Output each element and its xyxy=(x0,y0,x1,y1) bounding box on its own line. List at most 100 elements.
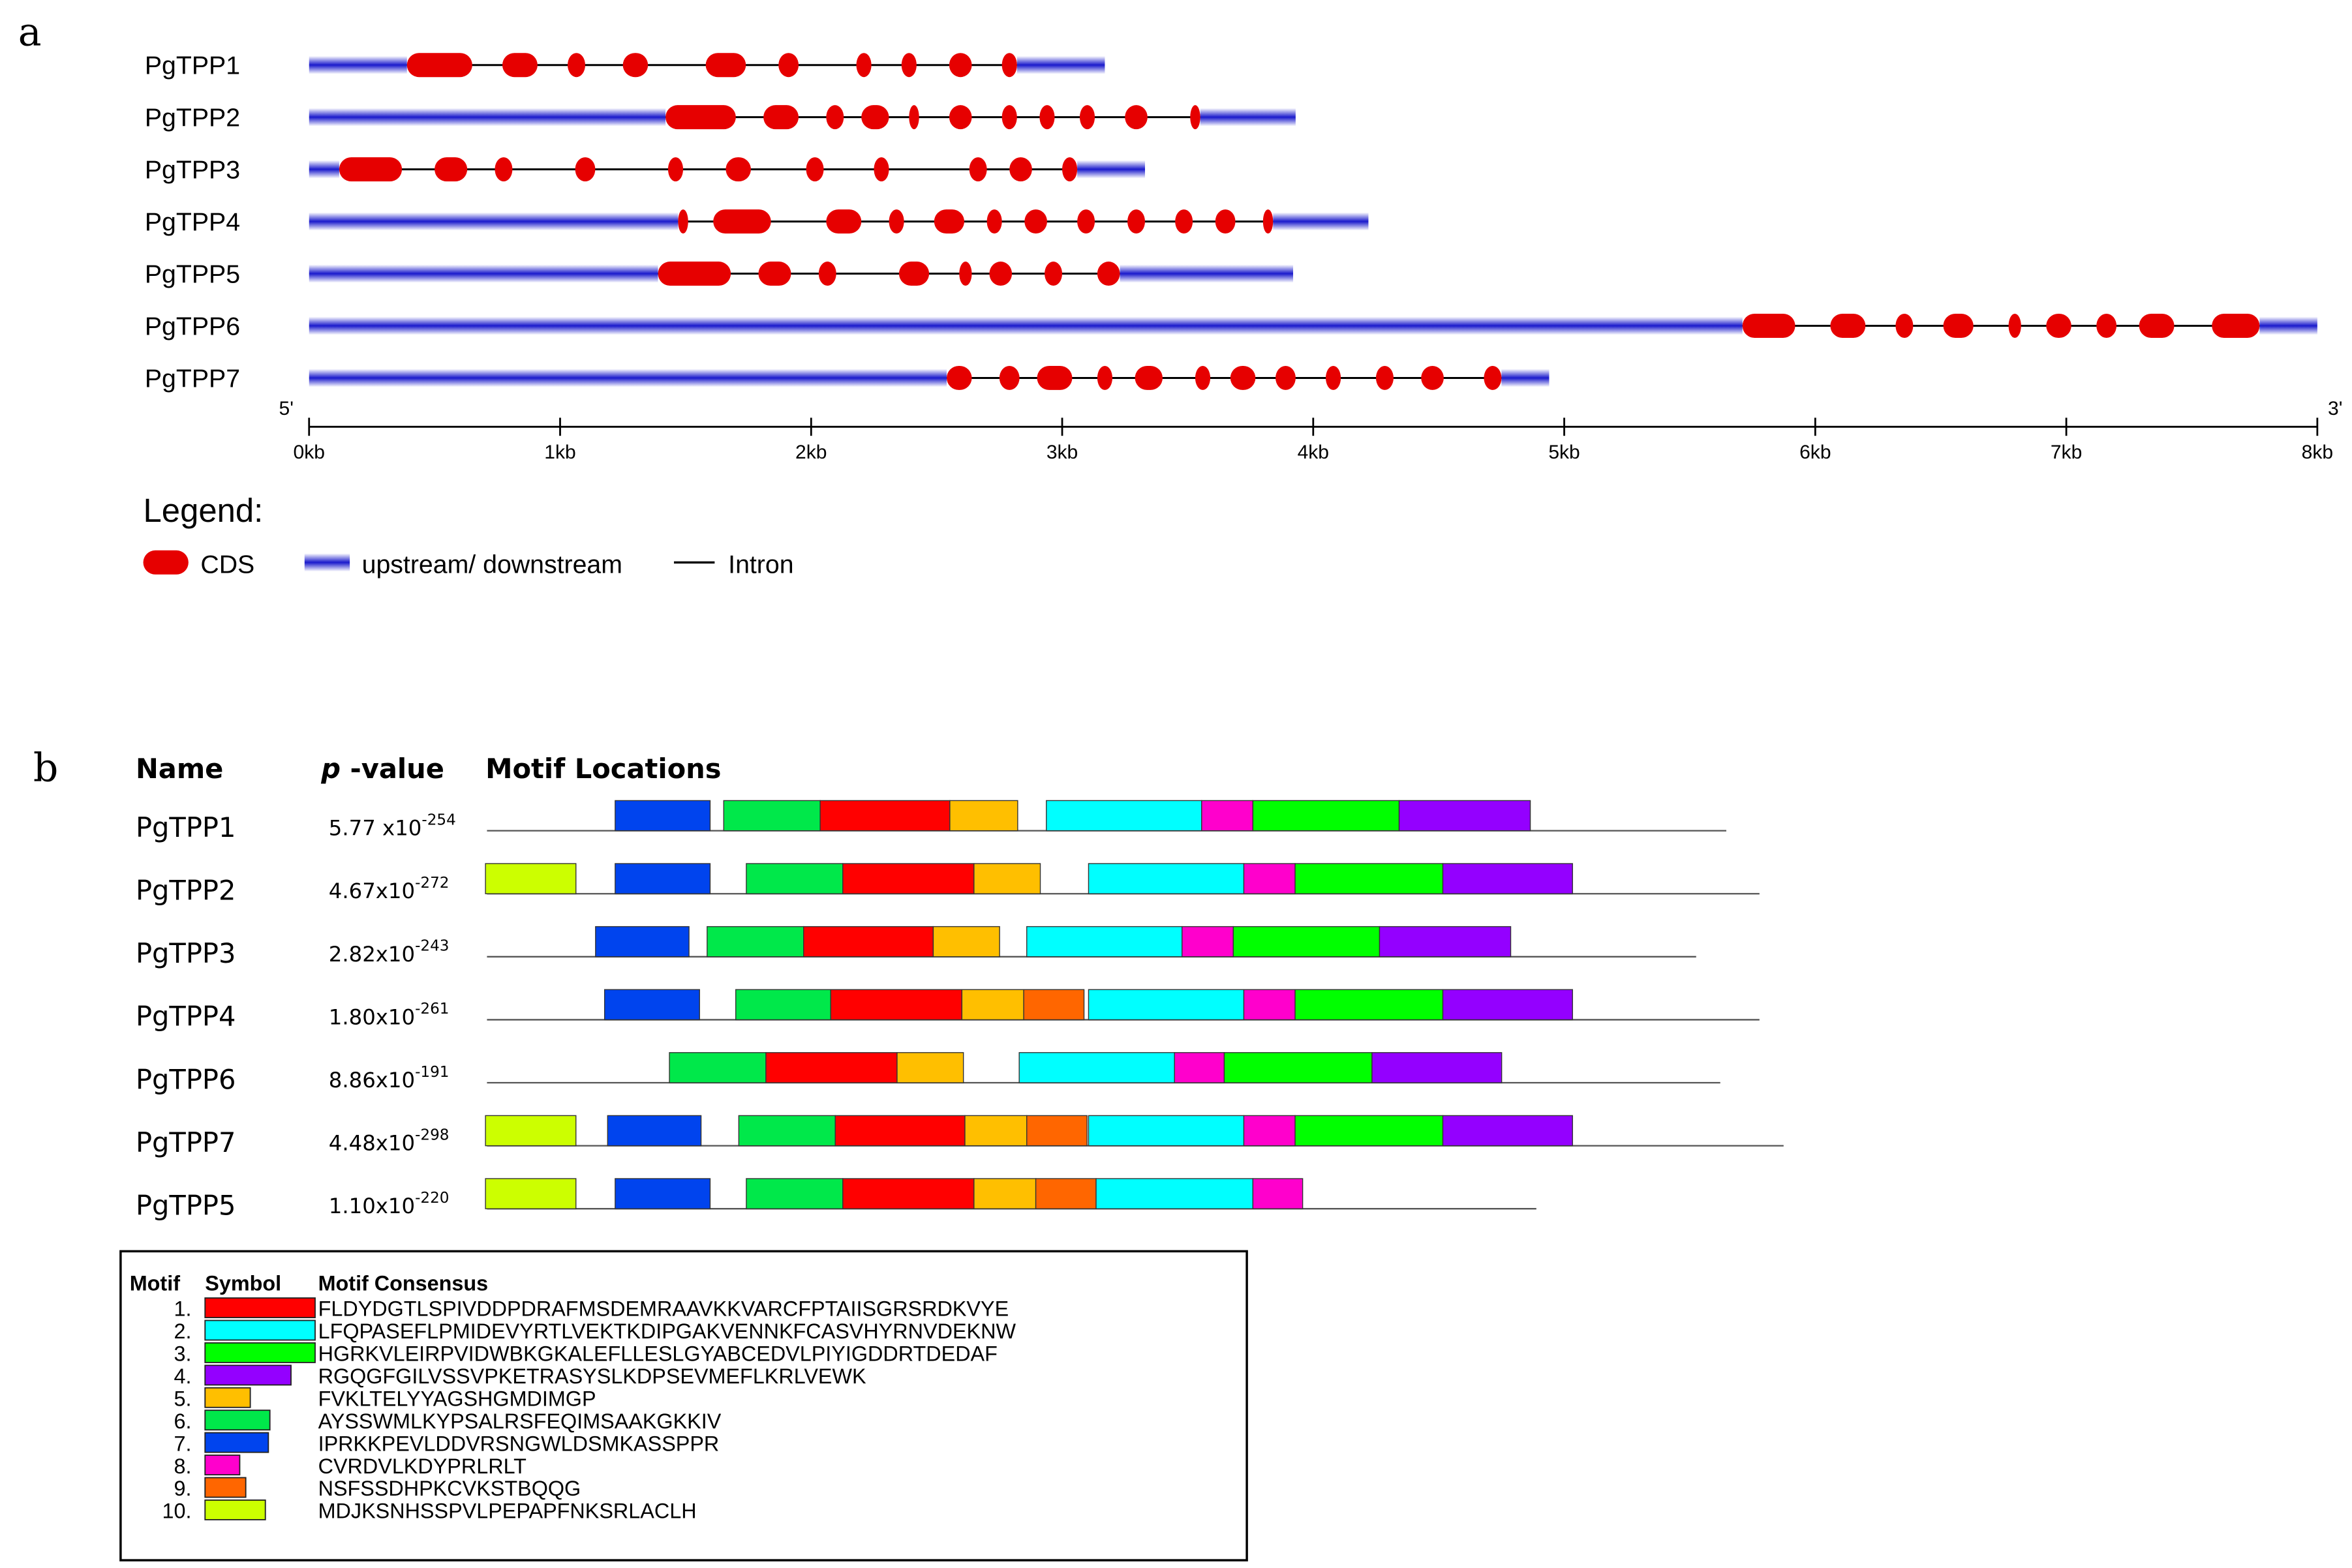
motif-1-block xyxy=(765,1052,898,1083)
cds-exon xyxy=(502,53,538,78)
motif-symbol xyxy=(204,1342,316,1363)
downstream-region xyxy=(1016,55,1105,74)
motif-consensus: FVKLTELYYAGSHGMDIMGP xyxy=(318,1387,596,1410)
motif-4-block xyxy=(1371,1052,1503,1083)
motif-number: 2. xyxy=(174,1319,191,1343)
motif-1-block xyxy=(830,989,963,1021)
motif-8-block xyxy=(1243,1115,1296,1147)
cds-exon xyxy=(1215,209,1236,234)
cds-exon xyxy=(969,157,987,182)
cds-exon xyxy=(1895,314,1914,338)
cds-exon xyxy=(1039,105,1055,130)
cds-exon xyxy=(959,262,972,286)
cds-exon xyxy=(989,262,1013,286)
motif-2-block xyxy=(1018,1052,1175,1083)
motif-5-block xyxy=(964,1115,1028,1147)
cds-exon xyxy=(2139,314,2175,338)
cds-exon xyxy=(826,105,844,130)
motif-5-block xyxy=(961,989,1024,1021)
gene-tracks: PgTPP1 PgTPP2 PgTPP3 PgTPP4 PgTPP5 PgTPP6 PgTP… xyxy=(145,52,2317,393)
protein-row: PgTPP7 4.48x10-298 xyxy=(136,1115,1784,1158)
motif-legend-row: 3. HGRKVLEIRPVIDWBKGKALEFLLESLGYABCEDVLPI… xyxy=(174,1342,997,1366)
gene-row: PgTPP5 xyxy=(145,260,1294,288)
motif-5-block xyxy=(949,800,1018,832)
panel-b-label: b xyxy=(33,745,58,791)
cds-exon xyxy=(901,53,917,78)
motif-6-block xyxy=(707,926,804,957)
motif-consensus: CVRDVLKDYPRLRLT xyxy=(318,1455,527,1478)
p-value: 8.86x10-191 xyxy=(329,1064,450,1093)
cds-exon xyxy=(1230,365,1256,390)
gene-row: PgTPP1 xyxy=(145,52,1105,80)
motif-4-block xyxy=(1398,800,1531,832)
cds-exon xyxy=(1275,365,1296,390)
cds-exon xyxy=(1077,209,1095,234)
cds-exon xyxy=(1079,105,1095,130)
motif-symbol xyxy=(204,1364,292,1386)
motif-symbol xyxy=(204,1477,247,1498)
motif-10-block xyxy=(485,863,577,894)
motif-number: 10. xyxy=(162,1500,192,1523)
motif-7-block xyxy=(615,863,711,894)
motif-number: 6. xyxy=(174,1410,191,1433)
protein-row: PgTPP2 4.67x10-272 xyxy=(136,863,1760,906)
legend-title: Legend: xyxy=(144,492,264,529)
motif-10-block xyxy=(485,1178,577,1209)
name-header: Name xyxy=(136,753,223,785)
motif-7-block xyxy=(615,800,711,832)
cds-exon xyxy=(2096,314,2117,338)
motif-6-block xyxy=(723,800,821,832)
motif-legend-row: 9. NSFSSDHPKCVKSTBQQG xyxy=(174,1477,581,1500)
motif-4-block xyxy=(1442,989,1573,1021)
cds-exon xyxy=(1175,209,1193,234)
motif-consensus: RGQGFGILVSSVPKETRASYSLKDPSEVMEFLKRLVEWK xyxy=(318,1364,866,1388)
p-value: 4.48x10-298 xyxy=(329,1126,450,1155)
motif-legend-table: Motif Symbol Motif Consensus 1. FLDYDGTLS… xyxy=(119,1250,1248,1561)
gene-row: PgTPP7 xyxy=(145,364,1550,393)
cds-exon xyxy=(1045,262,1063,286)
motif-legend-row: 6. AYSSWMLKYPSALRSFEQIMSAAKGKKIV xyxy=(174,1410,721,1433)
motif-6-block xyxy=(746,863,844,894)
gene-row: PgTPP2 xyxy=(145,104,1296,132)
motif-consensus: AYSSWMLKYPSALRSFEQIMSAAKGKKIV xyxy=(318,1410,722,1433)
axis-tick-label: 0kb xyxy=(294,442,325,463)
cds-exon xyxy=(778,53,799,78)
cds-exon xyxy=(568,53,585,78)
motif-1-block xyxy=(819,800,951,832)
panel-a-label: a xyxy=(18,10,42,55)
motif-symbol xyxy=(204,1432,269,1453)
cds-exon xyxy=(725,157,751,182)
motif-symbol xyxy=(204,1455,241,1476)
consensus-col-header: Motif Consensus xyxy=(318,1271,489,1295)
cds-exon xyxy=(1097,365,1112,390)
cds-exon xyxy=(1125,105,1148,130)
motif-4-block xyxy=(1379,926,1512,957)
downstream-region xyxy=(1200,108,1296,127)
axis-tick-label: 1kb xyxy=(544,442,575,463)
cds-exon xyxy=(1326,365,1341,390)
motif-9-block xyxy=(1035,1178,1097,1209)
cds-exon xyxy=(1135,365,1163,390)
gene-row: PgTPP4 xyxy=(145,207,1369,236)
motif-1-block xyxy=(842,1178,975,1209)
cds-exon xyxy=(705,53,746,78)
motif-1-block xyxy=(803,926,934,957)
motif-3-block xyxy=(1223,1052,1373,1083)
downstream-region xyxy=(2259,316,2317,335)
motif-4-block xyxy=(1442,863,1573,894)
motif-number: 8. xyxy=(174,1455,191,1478)
motif-5-block xyxy=(973,1178,1037,1209)
cds-exon xyxy=(1375,365,1394,390)
cds-exon xyxy=(889,209,904,234)
cds-exon xyxy=(2212,314,2260,338)
motif-1-block xyxy=(834,1115,966,1147)
three-prime-label: 3' xyxy=(2328,398,2342,419)
gene-name: PgTPP3 xyxy=(145,155,240,184)
legend-cds-label: CDS xyxy=(200,550,254,579)
motif-number: 3. xyxy=(174,1342,191,1366)
cds-exon xyxy=(1001,53,1017,78)
motif-consensus: HGRKVLEIRPVIDWBKGKALEFLLESLGYABCEDVLPIYI… xyxy=(318,1342,998,1366)
axis-tick-label: 3kb xyxy=(1046,442,1078,463)
cds-exon xyxy=(934,209,964,234)
